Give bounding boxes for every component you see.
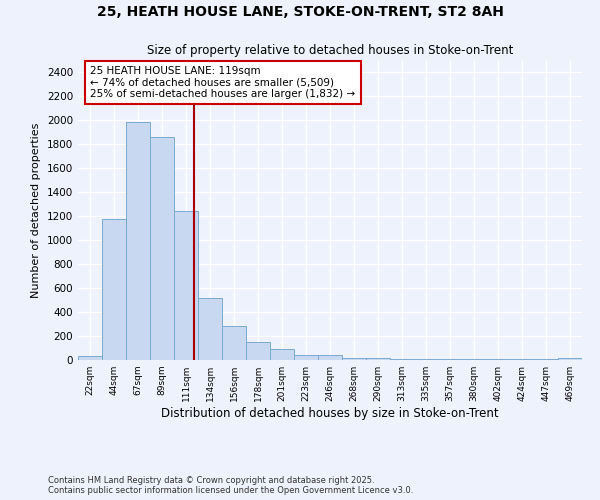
Text: 25 HEATH HOUSE LANE: 119sqm
← 74% of detached houses are smaller (5,509)
25% of : 25 HEATH HOUSE LANE: 119sqm ← 74% of det… xyxy=(90,66,355,99)
Bar xyxy=(342,358,366,360)
Bar xyxy=(150,137,174,360)
Bar xyxy=(78,356,102,360)
Bar xyxy=(102,219,126,360)
Bar xyxy=(366,358,390,360)
Bar xyxy=(558,358,582,360)
Bar xyxy=(246,342,270,360)
Text: 25, HEATH HOUSE LANE, STOKE-ON-TRENT, ST2 8AH: 25, HEATH HOUSE LANE, STOKE-ON-TRENT, ST… xyxy=(97,5,503,19)
Bar xyxy=(318,354,342,360)
Bar xyxy=(126,122,150,360)
Bar xyxy=(294,354,318,360)
Bar xyxy=(174,211,198,360)
Bar xyxy=(270,349,294,360)
Y-axis label: Number of detached properties: Number of detached properties xyxy=(31,122,41,298)
Bar xyxy=(198,298,222,360)
Bar xyxy=(222,326,246,360)
Title: Size of property relative to detached houses in Stoke-on-Trent: Size of property relative to detached ho… xyxy=(147,44,513,58)
X-axis label: Distribution of detached houses by size in Stoke-on-Trent: Distribution of detached houses by size … xyxy=(161,407,499,420)
Text: Contains HM Land Registry data © Crown copyright and database right 2025.
Contai: Contains HM Land Registry data © Crown c… xyxy=(48,476,413,495)
